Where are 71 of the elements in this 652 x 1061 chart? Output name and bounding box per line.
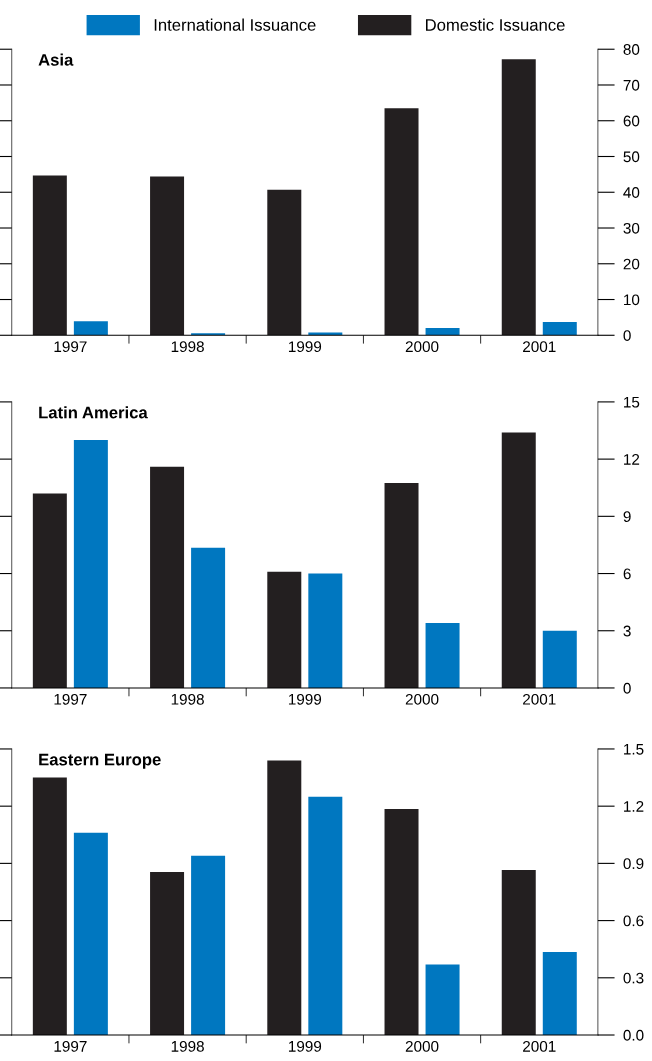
bar: [73, 321, 108, 336]
bar: [542, 322, 577, 336]
bar: [73, 440, 108, 688]
bar: [32, 175, 67, 336]
y-tick-label: 0: [623, 682, 631, 694]
bar: [308, 796, 343, 1036]
bar: [191, 547, 226, 688]
bar: [267, 189, 302, 336]
y-tick-label: 1.2: [624, 801, 644, 812]
x-tick-label: 1998: [171, 1040, 204, 1052]
y-tick-label: 9: [623, 511, 631, 523]
x-tick-label: 1997: [54, 341, 87, 353]
bar: [501, 432, 536, 688]
x-tick-label: 1997: [54, 1040, 87, 1052]
x-tick-label: 2000: [405, 1040, 439, 1052]
bar: [191, 333, 226, 336]
y-tick-label: 12: [624, 453, 640, 465]
bar: [150, 466, 185, 688]
y-tick-label: 80: [623, 44, 640, 55]
bar: [542, 630, 577, 688]
bar: [267, 760, 302, 1036]
bar: [384, 809, 419, 1036]
y-tick-label: 50: [623, 151, 640, 163]
y-tick-label: 15: [624, 396, 640, 408]
y-tick-label: 20: [623, 258, 640, 270]
x-tick-label: 1998: [171, 693, 204, 705]
x-tick-label: 2000: [405, 341, 439, 353]
x-tick-label: 1997: [54, 693, 87, 705]
bar: [191, 855, 226, 1036]
bar: [267, 571, 302, 688]
chart-title: Latin America: [39, 406, 148, 419]
y-tick-label: 1.5: [624, 743, 644, 755]
bar: [501, 59, 536, 336]
bar: [150, 176, 185, 336]
legend-label: Domestic Issuance: [426, 18, 565, 31]
x-tick-label: 2000: [405, 693, 439, 705]
chart-title: Eastern Europe: [39, 753, 161, 769]
x-tick-label: 2001: [523, 1040, 556, 1052]
y-tick-label: 60: [623, 115, 640, 127]
bar: [32, 777, 67, 1036]
x-tick-label: 1998: [171, 341, 204, 353]
bar: [425, 964, 460, 1036]
bar: [425, 623, 460, 688]
y-tick-label: 6: [623, 568, 631, 580]
bar: [501, 870, 536, 1036]
bar: [73, 832, 108, 1036]
bar: [542, 952, 577, 1036]
y-tick-label: 0.3: [623, 972, 644, 984]
bar: [32, 493, 67, 688]
y-tick-label: 30: [623, 222, 640, 234]
bar: [384, 108, 419, 336]
y-tick-label: 0: [623, 330, 631, 341]
bar: [425, 328, 460, 336]
bar: [308, 332, 343, 336]
chart-title: Asia: [38, 53, 74, 66]
y-tick-label: 40: [623, 187, 640, 198]
x-tick-label: 2001: [523, 341, 556, 353]
bar: [150, 871, 185, 1036]
bar: [308, 573, 343, 688]
x-tick-label: 2001: [523, 693, 556, 705]
y-tick-label: 0.9: [623, 858, 644, 870]
x-tick-label: 1999: [288, 341, 322, 353]
legend-label: International Issuance: [154, 18, 316, 31]
y-tick-label: 70: [623, 79, 640, 91]
y-tick-label: 0.0: [623, 1029, 644, 1041]
bar: [384, 482, 419, 688]
x-tick-label: 1999: [288, 693, 322, 705]
y-tick-label: 10: [624, 294, 640, 306]
y-tick-label: 0.6: [623, 915, 644, 927]
y-tick-label: 3: [623, 625, 631, 637]
x-tick-label: 1999: [288, 1040, 322, 1052]
